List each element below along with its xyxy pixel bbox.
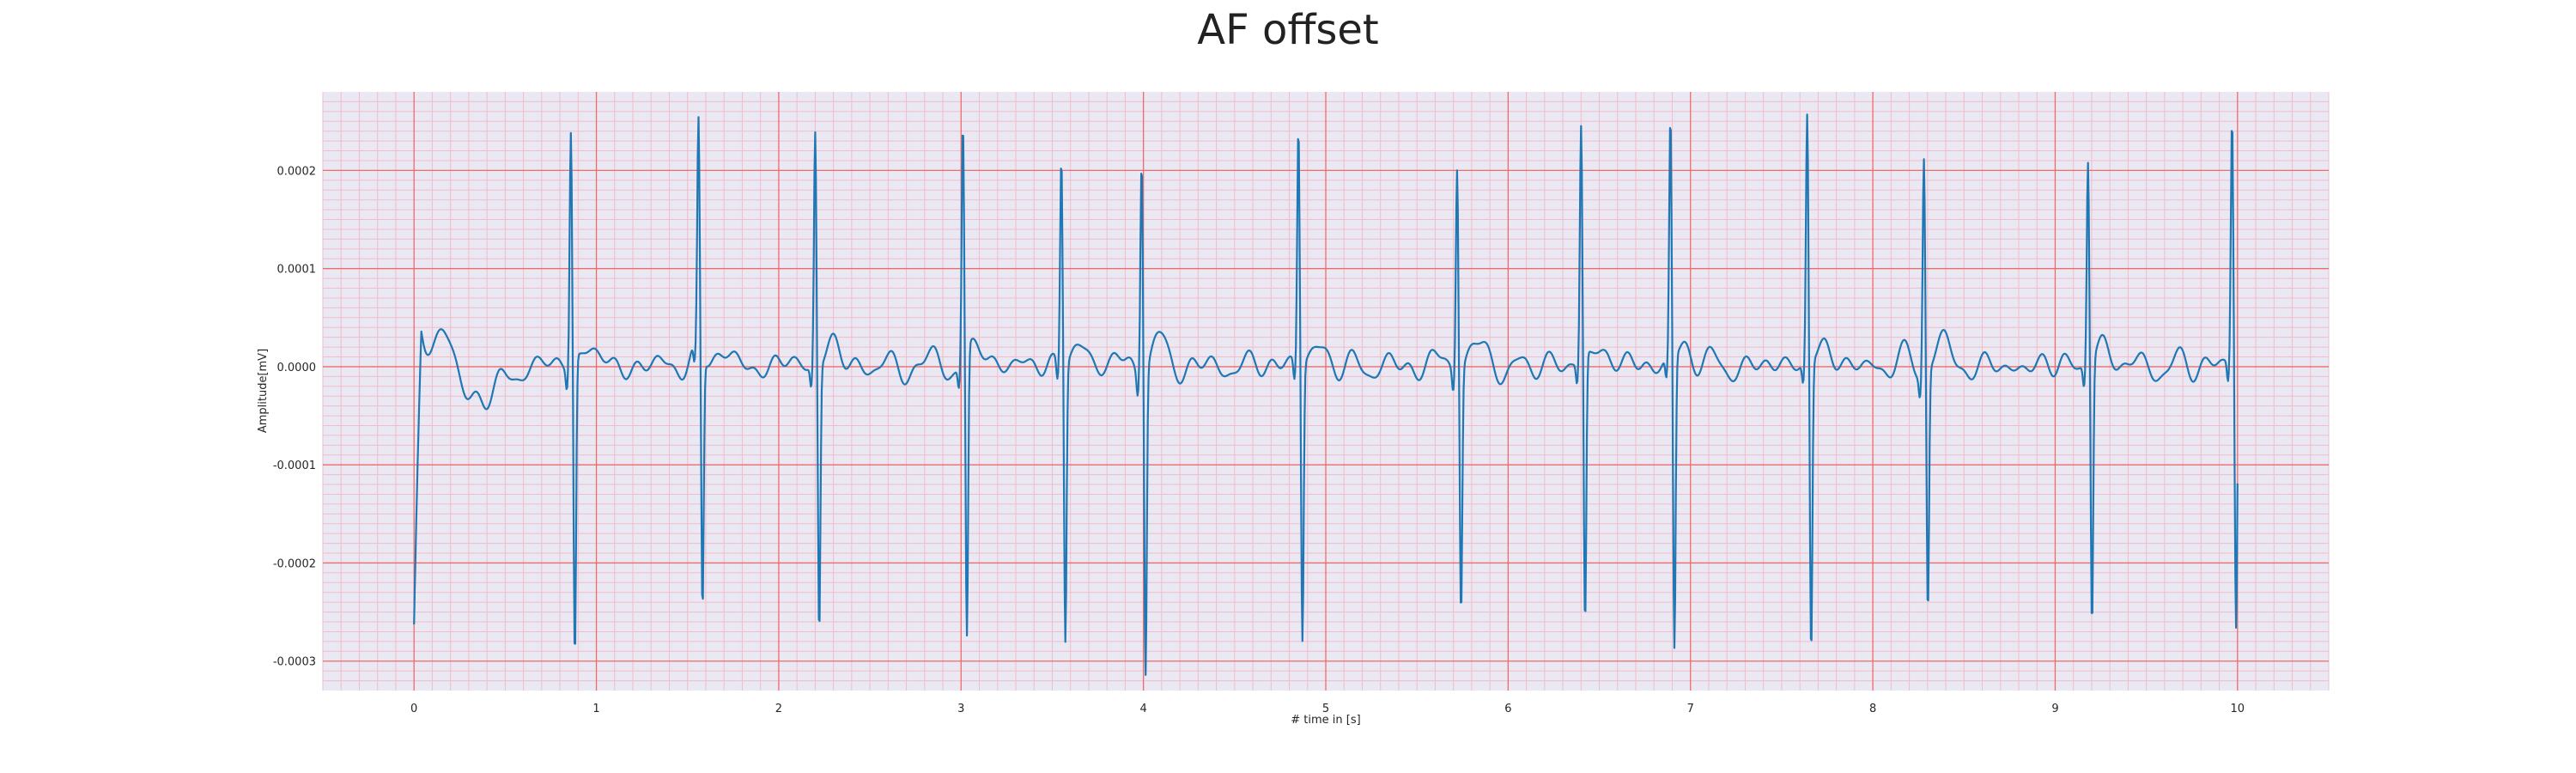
x-tick-label: 1 bbox=[592, 703, 599, 715]
y-tick-label: -0.0003 bbox=[273, 656, 316, 669]
x-tick-label: 0 bbox=[410, 703, 417, 715]
y-axis-label: Amplitude[mV] bbox=[257, 349, 270, 433]
x-tick-label: 7 bbox=[1687, 703, 1694, 715]
y-tick-label: 0.0001 bbox=[277, 264, 317, 277]
x-tick-label: 4 bbox=[1139, 703, 1146, 715]
x-tick-label: 10 bbox=[2231, 703, 2245, 715]
x-axis-label: # time in [s] bbox=[1291, 714, 1360, 727]
x-tick-label: 6 bbox=[1504, 703, 1511, 715]
y-tick-label: -0.0002 bbox=[273, 557, 316, 570]
chart-title: AF offset bbox=[1197, 6, 1379, 54]
ecg-signal-line bbox=[413, 113, 2239, 676]
x-tick-label: 3 bbox=[957, 703, 964, 715]
x-tick-label: 5 bbox=[1322, 703, 1329, 715]
y-tick-label: -0.0001 bbox=[273, 460, 316, 472]
x-axis-ticks: 0 1 2 3 4 5 6 7 8 9 10 bbox=[410, 703, 2245, 715]
x-tick-label: 9 bbox=[2051, 703, 2058, 715]
x-tick-label: 8 bbox=[1869, 703, 1876, 715]
x-tick-label: 2 bbox=[775, 703, 782, 715]
y-tick-label: 0.0002 bbox=[277, 165, 317, 178]
y-tick-label: 0.0000 bbox=[277, 362, 317, 374]
y-axis-ticks: 0.0002 0.0001 0.0000 -0.0001 -0.0002 -0.0003 bbox=[273, 165, 316, 668]
